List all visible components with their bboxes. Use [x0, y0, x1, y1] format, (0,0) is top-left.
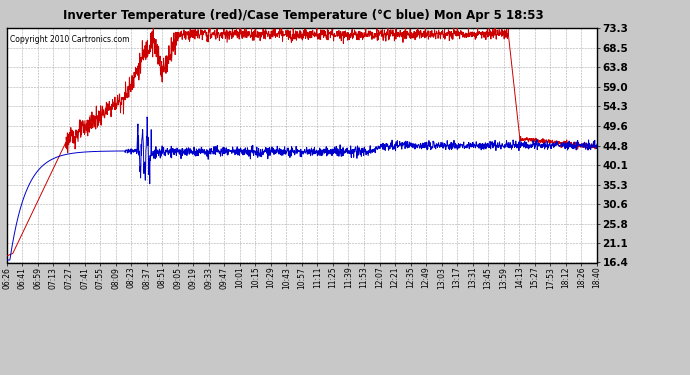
Text: Copyright 2010 Cartronics.com: Copyright 2010 Cartronics.com: [10, 35, 129, 44]
Text: Inverter Temperature (red)/Case Temperature (°C blue) Mon Apr 5 18:53: Inverter Temperature (red)/Case Temperat…: [63, 9, 544, 22]
